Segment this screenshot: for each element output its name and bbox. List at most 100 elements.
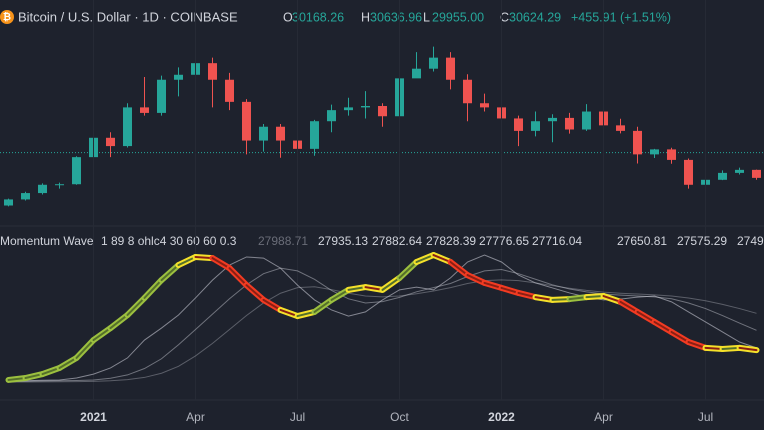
- indicator-params: 1 89 8 ohlc4 30 60 60 0.3: [101, 234, 237, 248]
- candle-body: [752, 169, 761, 178]
- wave-segment-core: [245, 284, 265, 301]
- wave-segment-core: [211, 257, 231, 270]
- indicator-readout: 27575.29: [677, 234, 727, 248]
- x-tick-label: 2022: [488, 410, 515, 424]
- candle-body: [4, 199, 13, 206]
- candle-body: [259, 126, 268, 141]
- indicator-readout: 27935.13: [318, 234, 368, 248]
- candle-body: [310, 121, 319, 149]
- wave-segment-core: [449, 260, 469, 277]
- wave-segment-core: [415, 254, 435, 263]
- wave-segment-core: [330, 288, 350, 301]
- ohlc-label: O: [283, 10, 293, 24]
- wave-segment-core: [670, 330, 690, 344]
- candle-body: [514, 118, 523, 131]
- wave-segment-core: [466, 274, 486, 284]
- indicator-readout: 27988.71: [258, 234, 308, 248]
- wave-segment-core: [143, 279, 163, 299]
- candle-body: [72, 157, 81, 185]
- wave-segment-core: [92, 327, 112, 342]
- candle-body: [429, 57, 438, 69]
- ohlc-label: H: [361, 10, 370, 24]
- wave-segment-core: [160, 264, 180, 282]
- x-tick-label: Oct: [390, 410, 409, 424]
- candle-body: [616, 125, 625, 131]
- wave-segment-core: [41, 366, 61, 376]
- wave-segment-core: [738, 346, 758, 352]
- ohlc-value: 30624.29: [509, 10, 561, 24]
- x-tick-label: 2021: [80, 410, 107, 424]
- candle-body: [633, 130, 642, 155]
- wave-segment-core: [398, 260, 418, 279]
- ohlc-value: 30168.26: [292, 10, 344, 24]
- candle-body: [735, 169, 744, 173]
- indicator-readout: 27650.81: [617, 234, 667, 248]
- candle-body: [412, 68, 421, 79]
- lag-line: [8, 267, 757, 383]
- wave-segment-core: [177, 255, 197, 267]
- candle-body: [21, 193, 30, 200]
- wave-segment-core: [126, 296, 146, 316]
- candle-body: [548, 117, 557, 122]
- candle-body: [140, 107, 149, 113]
- wave-segment-core: [262, 298, 282, 311]
- candle-body: [106, 137, 115, 147]
- indicator-readout: 27716.04: [532, 234, 582, 248]
- indicator-title: Momentum Wave: [0, 234, 94, 248]
- indicator-readout: 27828.39: [426, 234, 476, 248]
- candle-body: [242, 101, 251, 141]
- candle-body: [123, 107, 132, 147]
- candle-body: [344, 107, 353, 111]
- candle-body: [174, 74, 183, 80]
- ohlc-value: 29955.00: [432, 10, 484, 24]
- indicator-readout: 2749: [737, 234, 764, 248]
- candle-body: [684, 159, 693, 185]
- candle-body: [55, 184, 64, 186]
- ohlc-label: C: [500, 10, 509, 24]
- candle-body: [225, 79, 234, 102]
- candle-body: [718, 172, 727, 180]
- coin-icon: [0, 10, 14, 24]
- x-tick-label: Jul: [290, 410, 305, 424]
- wave-segment-core: [653, 320, 673, 333]
- wave-segment-core: [279, 308, 299, 318]
- wave-segment-core: [109, 313, 129, 330]
- candle-body: [565, 117, 574, 130]
- candle-body: [667, 149, 676, 160]
- symbol-title: Bitcoin / U.S. Dollar · 1D · COINBASE: [18, 9, 238, 24]
- ohlc-value: 30636.96: [370, 10, 422, 24]
- candle-body: [582, 111, 591, 130]
- candle-body: [38, 184, 47, 194]
- indicator-readout: 27776.65: [479, 234, 529, 248]
- candle-body: [276, 126, 285, 141]
- coin-icon-glyph: ₿: [3, 11, 11, 23]
- wave-segment-core: [636, 310, 656, 323]
- wave-segment-core: [75, 339, 95, 359]
- candle-body: [327, 110, 336, 122]
- wave-segment-core: [58, 356, 78, 369]
- wave-segment-core: [313, 298, 333, 313]
- candle-body: [463, 79, 472, 104]
- wave-segment-core: [432, 254, 452, 263]
- lag-line: [8, 254, 757, 382]
- x-tick-label: Apr: [594, 410, 613, 424]
- candle-body: [208, 63, 217, 80]
- candle-body: [361, 106, 370, 108]
- candle-body: [531, 121, 540, 131]
- wave-segment-core: [228, 267, 248, 287]
- candle-body: [378, 106, 387, 117]
- x-tick-label: Apr: [186, 410, 205, 424]
- candle-body: [650, 149, 659, 155]
- candle-body: [157, 79, 166, 113]
- wave-segment-core: [381, 276, 401, 291]
- ohlc-label: L: [423, 10, 430, 24]
- candle-body: [446, 57, 455, 80]
- wave-segment-core: [619, 300, 639, 313]
- candle-body: [480, 103, 489, 108]
- lag-line: [8, 279, 757, 383]
- x-tick-label: Jul: [698, 410, 713, 424]
- indicator-readout: 27882.64: [372, 234, 422, 248]
- change: +455.91 (+1.51%): [571, 10, 671, 24]
